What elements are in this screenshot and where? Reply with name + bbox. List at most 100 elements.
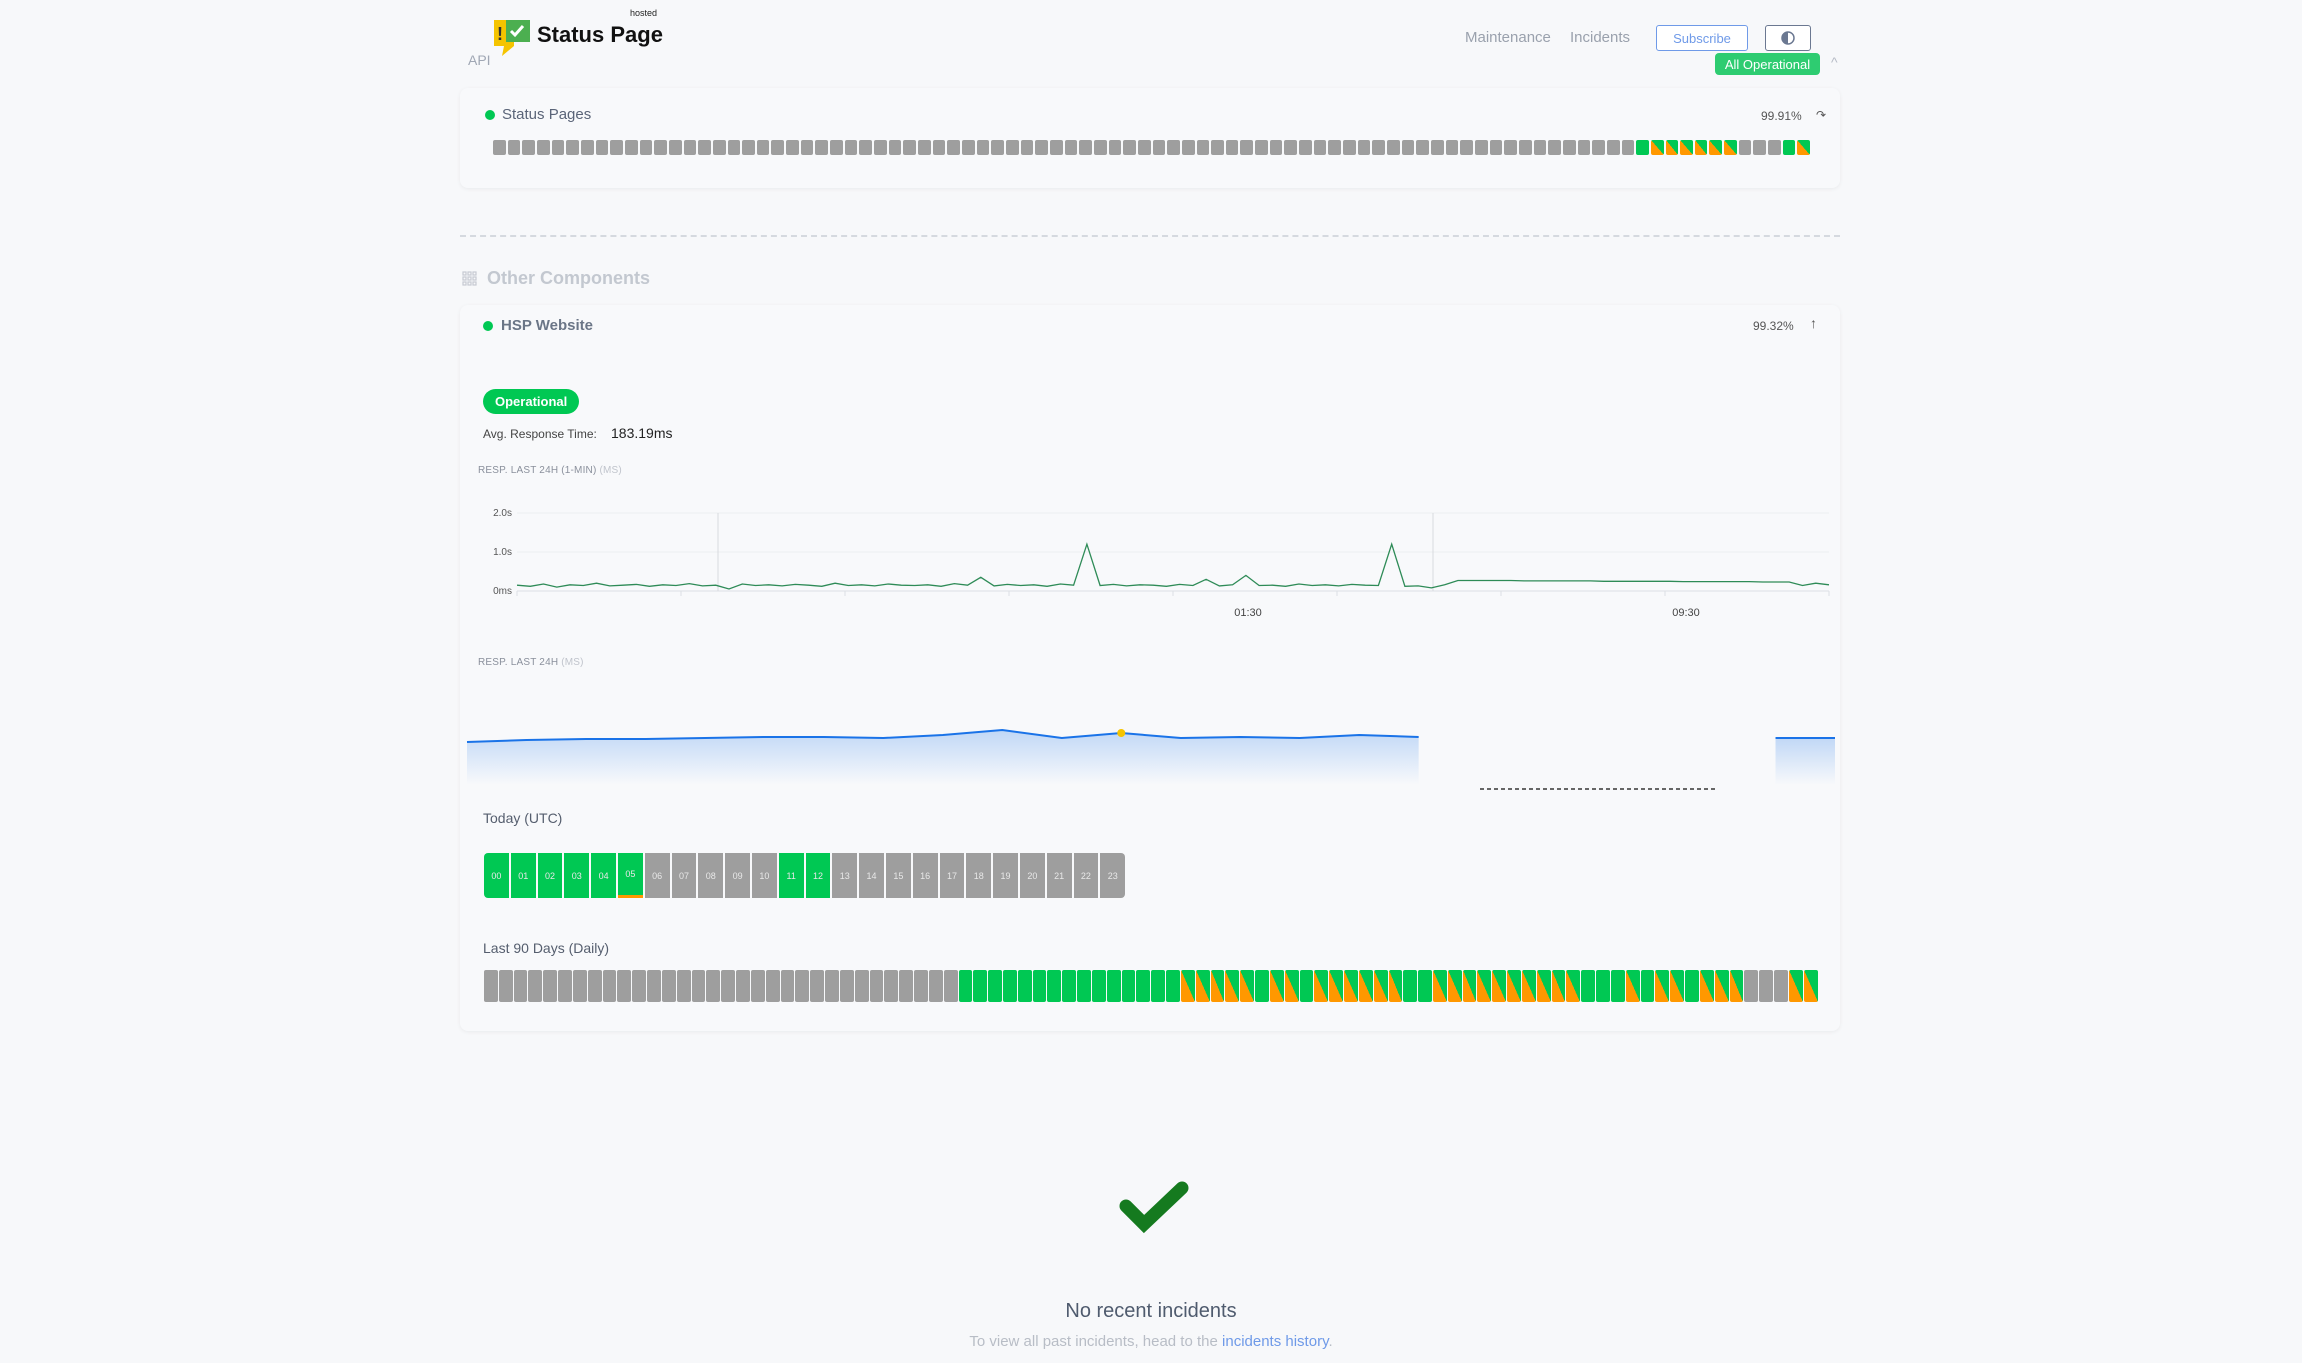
- uptime-bar[interactable]: [1596, 970, 1610, 1002]
- uptime-bar[interactable]: [1137, 140, 1151, 155]
- uptime-bar[interactable]: [973, 970, 988, 1002]
- uptime-bar[interactable]: [918, 140, 931, 155]
- uptime-bar[interactable]: [815, 140, 829, 155]
- uptime-bar[interactable]: [1592, 140, 1605, 155]
- uptime-bar[interactable]: [1606, 140, 1620, 155]
- uptime-bar[interactable]: [1269, 970, 1284, 1002]
- uptime-bar[interactable]: [727, 140, 741, 155]
- uptime-bar[interactable]: [543, 970, 558, 1002]
- uptime-bar[interactable]: [1685, 970, 1699, 1002]
- hour-bar[interactable]: 01: [510, 853, 536, 898]
- uptime-bar[interactable]: [1445, 140, 1459, 155]
- uptime-bar[interactable]: [1373, 970, 1388, 1002]
- uptime-bar[interactable]: [1047, 970, 1062, 1002]
- uptime-bar[interactable]: [869, 970, 884, 1002]
- uptime-bar[interactable]: [825, 970, 839, 1002]
- uptime-bar[interactable]: [1357, 140, 1371, 155]
- uptime-bar[interactable]: [647, 970, 661, 1002]
- uptime-bar[interactable]: [742, 140, 755, 155]
- uptime-bar[interactable]: [1753, 140, 1767, 155]
- uptime-bar[interactable]: [668, 140, 682, 155]
- uptime-bar[interactable]: [1403, 970, 1418, 1002]
- uptime-bar[interactable]: [507, 140, 521, 155]
- api-link[interactable]: API: [468, 52, 491, 68]
- expand-icon[interactable]: ↷: [1816, 108, 1827, 122]
- uptime-bar[interactable]: [1032, 970, 1047, 1002]
- uptime-bar[interactable]: [572, 970, 587, 1002]
- uptime-bar[interactable]: [1121, 970, 1136, 1002]
- uptime-bar[interactable]: [1521, 970, 1536, 1002]
- uptime-bar[interactable]: [1388, 970, 1403, 1002]
- uptime-bar[interactable]: [1621, 140, 1635, 155]
- uptime-bar[interactable]: [1729, 970, 1744, 1002]
- uptime-bar[interactable]: [1358, 970, 1373, 1002]
- uptime-bar[interactable]: [1650, 140, 1664, 155]
- uptime-bar[interactable]: [1313, 140, 1327, 155]
- uptime-bar[interactable]: [1724, 140, 1737, 155]
- uptime-bar[interactable]: [1416, 140, 1429, 155]
- uptime-bar[interactable]: [1665, 140, 1679, 155]
- uptime-bar[interactable]: [780, 970, 795, 1002]
- hour-bar[interactable]: 07: [671, 853, 697, 898]
- uptime-bar[interactable]: [914, 970, 928, 1002]
- hour-bar[interactable]: 10: [751, 853, 777, 898]
- hour-bar[interactable]: 19: [993, 853, 1018, 898]
- uptime-bar[interactable]: [1625, 970, 1640, 1002]
- hour-bar[interactable]: 05: [617, 853, 643, 898]
- incidents-history-link[interactable]: incidents history: [1222, 1333, 1329, 1350]
- uptime-bar[interactable]: [1447, 970, 1462, 1002]
- uptime-bar[interactable]: [765, 970, 780, 1002]
- uptime-bar[interactable]: [1343, 140, 1356, 155]
- uptime-bar[interactable]: [1548, 140, 1561, 155]
- uptime-bar[interactable]: [1062, 970, 1077, 1002]
- uptime-bar[interactable]: [1049, 140, 1063, 155]
- uptime-bar[interactable]: [943, 970, 958, 1002]
- uptime-bar[interactable]: [1152, 140, 1166, 155]
- uptime-bar[interactable]: [1079, 140, 1092, 155]
- uptime-bar[interactable]: [1774, 970, 1788, 1002]
- uptime-bar[interactable]: [899, 970, 914, 1002]
- uptime-bar[interactable]: [1507, 970, 1521, 1002]
- uptime-bar[interactable]: [566, 140, 579, 155]
- uptime-bar[interactable]: [654, 140, 667, 155]
- uptime-bar[interactable]: [595, 140, 609, 155]
- uptime-bar[interactable]: [888, 140, 902, 155]
- uptime-bar[interactable]: [1328, 140, 1342, 155]
- uptime-bar[interactable]: [602, 970, 617, 1002]
- uptime-bar[interactable]: [962, 140, 975, 155]
- uptime-bar[interactable]: [1299, 140, 1312, 155]
- hour-bar[interactable]: 14: [859, 853, 884, 898]
- uptime-bar[interactable]: [1738, 140, 1752, 155]
- hour-bar[interactable]: 21: [1046, 853, 1072, 898]
- uptime-bar[interactable]: [1744, 970, 1759, 1002]
- uptime-bar[interactable]: [1477, 970, 1492, 1002]
- hour-bar[interactable]: 09: [725, 853, 750, 898]
- uptime-bar[interactable]: [1167, 140, 1180, 155]
- uptime-bar[interactable]: [1255, 140, 1268, 155]
- uptime-bar[interactable]: [551, 140, 565, 155]
- uptime-bar[interactable]: [1387, 140, 1400, 155]
- hour-bar[interactable]: 02: [537, 853, 563, 898]
- uptime-bar[interactable]: [1709, 140, 1723, 155]
- uptime-bar[interactable]: [874, 140, 887, 155]
- uptime-bar[interactable]: [1759, 970, 1774, 1002]
- uptime-bar[interactable]: [676, 970, 691, 1002]
- uptime-bar[interactable]: [1195, 970, 1210, 1002]
- uptime-bar[interactable]: [513, 970, 528, 1002]
- hour-bar[interactable]: 23: [1100, 853, 1126, 898]
- uptime-bar[interactable]: [1489, 140, 1503, 155]
- uptime-bar[interactable]: [1106, 970, 1121, 1002]
- uptime-bar[interactable]: [1314, 970, 1329, 1002]
- uptime-bar[interactable]: [884, 970, 899, 1002]
- uptime-bar[interactable]: [632, 970, 647, 1002]
- uptime-bar[interactable]: [1240, 140, 1254, 155]
- uptime-bar[interactable]: [1196, 140, 1210, 155]
- uptime-bar[interactable]: [1136, 970, 1151, 1002]
- uptime-bar[interactable]: [1418, 970, 1432, 1002]
- uptime-bar[interactable]: [1694, 140, 1708, 155]
- uptime-bar[interactable]: [854, 970, 869, 1002]
- hour-bar[interactable]: 11: [778, 853, 804, 898]
- uptime-bar[interactable]: [1577, 140, 1591, 155]
- uptime-bar[interactable]: [1108, 140, 1122, 155]
- uptime-bar[interactable]: [947, 140, 960, 155]
